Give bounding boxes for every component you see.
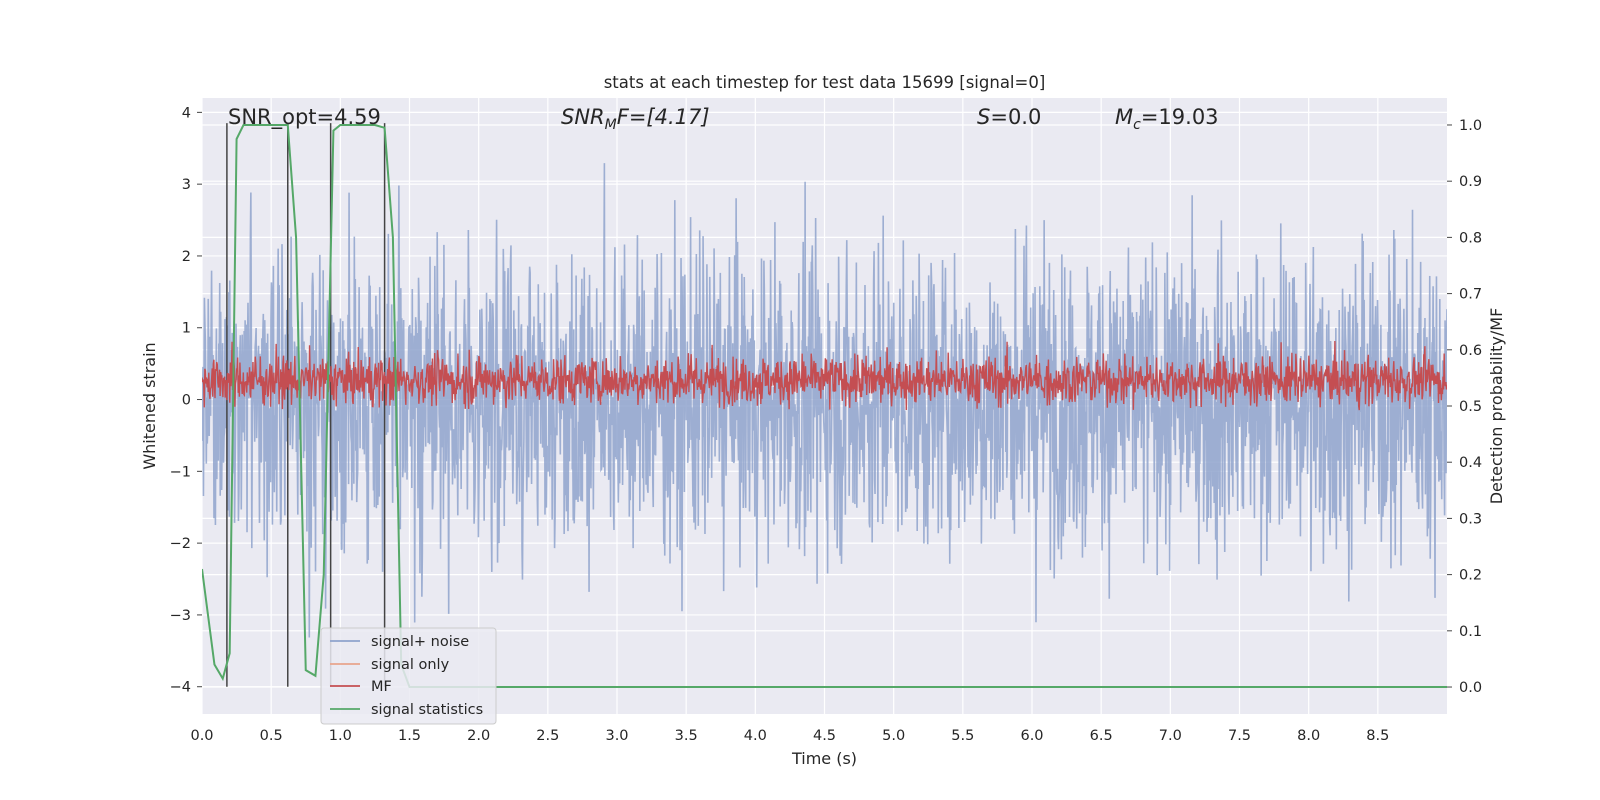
series-signal-noise [202, 163, 1447, 638]
x-tick-label: 7.5 [1228, 728, 1251, 744]
annotation-mc-sub: c [1133, 117, 1141, 133]
y2-tick-label: 0.9 [1459, 174, 1482, 190]
annotation-mc-rest: =19.03 [1141, 105, 1219, 129]
annotation-snr-mf: SNRMF=[4.17] [561, 105, 710, 133]
x-tick-label: 6.5 [1090, 728, 1113, 744]
x-tick-label: 8.5 [1366, 728, 1389, 744]
annotation-snr-opt: SNR_opt=4.59 [228, 105, 381, 130]
legend-label-signal-statistics: signal statistics [371, 702, 483, 718]
x-tick-label: 5.0 [882, 728, 905, 744]
y2-tick-label: 0.5 [1459, 399, 1482, 415]
y-tick-label: 4 [182, 105, 191, 121]
x-tick-label: 0.5 [260, 728, 283, 744]
y2-tick-label: 1.0 [1459, 118, 1482, 134]
plot-series [202, 123, 1447, 689]
y2-tick-label: 0.7 [1459, 287, 1482, 303]
y-tick-label: −1 [170, 464, 191, 480]
x-tick-label: 7.0 [1159, 728, 1182, 744]
x-tick-label: 1.5 [398, 728, 421, 744]
y2-tick-label: 0.6 [1459, 343, 1482, 359]
y2-tick-label: 0.3 [1459, 511, 1482, 527]
x-tick-label: 3.5 [675, 728, 698, 744]
annotation-s: S=0.0 [977, 105, 1041, 129]
chart-title: stats at each timestep for test data 156… [604, 73, 1046, 92]
x-tick-label: 6.0 [1020, 728, 1043, 744]
x-tick-label: 4.5 [813, 728, 836, 744]
x-axis-label: Time (s) [791, 749, 857, 768]
y-tick-label: −2 [170, 536, 191, 552]
x-tick-label: 0.0 [190, 728, 213, 744]
annotation-s-var: S [977, 105, 990, 129]
legend-label-mf: MF [371, 679, 392, 695]
y-tick-label: 3 [182, 177, 191, 193]
annotation-mc-var: M [1115, 105, 1133, 129]
series-mf [202, 340, 1447, 411]
annotation-snr-mf-base: SNR [561, 105, 605, 129]
y2-tick-label: 0.2 [1459, 568, 1482, 584]
legend-box [320, 627, 497, 725]
y-axis-label: Whitened strain [140, 342, 159, 469]
y-tick-label: 1 [182, 321, 191, 337]
annotation-snr-mf-sub: M [605, 117, 617, 133]
x-tick-label: 1.0 [329, 728, 352, 744]
x-tick-label: 5.5 [951, 728, 974, 744]
y-tick-label: 2 [182, 249, 191, 265]
x-tick-label: 2.0 [467, 728, 490, 744]
y2-axis-label: Detection probability/MF [1487, 308, 1506, 505]
ticks: 0.0 0.5 1.0 1.5 2.0 2.5 3.0 3.5 4.0 4.5 5.0 5.5 6.0 6… [170, 105, 1482, 744]
annotation-mc: Mc=19.03 [1115, 105, 1219, 133]
legend-label-signal-noise: signal+ noise [371, 634, 469, 650]
x-tick-label: 8.0 [1297, 728, 1320, 744]
x-tick-label: 2.5 [536, 728, 559, 744]
y2-tick-label: 0.0 [1459, 680, 1482, 696]
legend-label-signal-only: signal only [371, 657, 450, 673]
annotation-s-rest: =0.0 [990, 105, 1041, 129]
y-tick-label: 0 [182, 393, 191, 409]
annotation-snr-mf-rest: F=[4.17] [617, 105, 710, 129]
x-tick-label: 4.0 [744, 728, 767, 744]
y-tick-label: −3 [170, 608, 191, 624]
y2-tick-label: 0.1 [1459, 624, 1482, 640]
grid [201, 98, 1447, 714]
series-signal-statistics [202, 123, 1447, 689]
y-tick-label: −4 [170, 680, 191, 696]
y2-tick-label: 0.4 [1459, 455, 1482, 471]
legend: signal+ noise signal only MF signal stat… [320, 627, 497, 725]
x-tick-label: 3.0 [605, 728, 628, 744]
y2-tick-label: 0.8 [1459, 230, 1482, 246]
